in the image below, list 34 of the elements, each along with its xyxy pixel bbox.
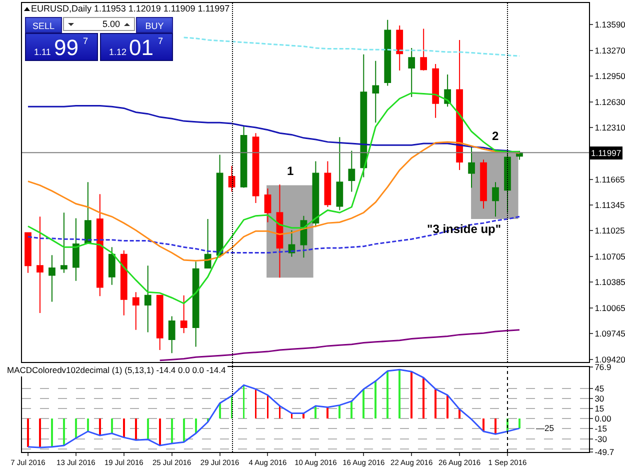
ref-line-label: 1.11997: [591, 148, 622, 158]
y-tick-label: 1.09745: [594, 328, 625, 338]
annotation: 2: [492, 129, 499, 143]
y-tick-label: 1.12630: [594, 96, 625, 107]
annotation: 99: [54, 35, 78, 61]
y-tick-label: 1.12950: [594, 71, 625, 82]
y-tick-label: 15: [594, 404, 604, 414]
y-tick-label: 1.11345: [594, 200, 625, 210]
annotation: MACDColoredv102decimal (1) (5,13,1) -14.4 0.0 0.0 -14.4: [7, 365, 226, 375]
y-tick-label: 45: [594, 383, 604, 394]
y-tick-label: -30: [594, 434, 608, 444]
y-tick-label: -49.7: [594, 446, 614, 457]
y-tick-label: 30: [594, 393, 604, 404]
annotation: 1.11: [34, 47, 51, 57]
annotation: 7: [83, 36, 88, 46]
text: —25: [536, 423, 554, 433]
y-tick-label: 1.10065: [594, 302, 625, 313]
y-tick-label: 1.10385: [594, 277, 625, 288]
annotation: 1: [287, 164, 294, 178]
y-tick-label: 1.12310: [594, 122, 625, 132]
y-tick-label: 1.13590: [594, 20, 625, 30]
annotation: SELL: [25, 17, 62, 33]
y-tick-label: 1.13270: [594, 45, 625, 56]
y-tick-label: 1.10705: [594, 251, 625, 262]
annotation: 7: [158, 36, 164, 46]
annotation: 01: [129, 35, 154, 61]
annotation: BUY: [136, 17, 173, 33]
annotation: 5.00: [102, 19, 120, 29]
y-tick-label: 1.11025: [594, 226, 625, 236]
y-tick-label: -15: [594, 424, 608, 434]
y-tick-label: 1.11665: [594, 174, 625, 184]
annotation: 1.12: [109, 47, 127, 57]
chart-title: EURUSD,Daily 1.11953 1.12019 1.11909 1.11997: [31, 3, 230, 14]
y-tick-label: 0.00: [594, 414, 612, 424]
